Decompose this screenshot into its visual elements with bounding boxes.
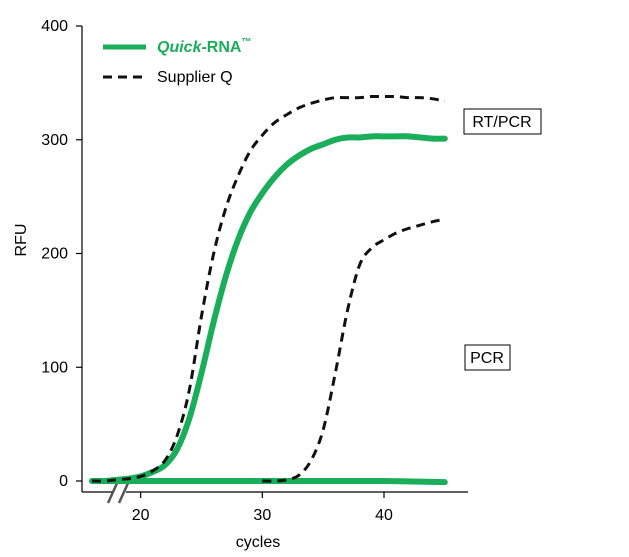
supplier-q-rt-pcr-series-line [91, 94, 446, 483]
x-axis-break-marker [106, 480, 131, 504]
annotation-box-rt-pcr [463, 108, 542, 135]
x-tick-label: 30 [253, 507, 271, 524]
legend: Quick-RNA™ Supplier Q [103, 37, 251, 86]
x-tick-label: 20 [132, 507, 150, 524]
annotation-rt-pcr: RT/PCR [472, 114, 531, 131]
legend-label-italic-part: Quick [157, 39, 203, 56]
axes: 0 100 200 300 400 20 30 40 [41, 18, 468, 524]
legend-label-quick-rna: Quick-RNA™ [157, 37, 251, 56]
y-tick-label: 0 [59, 473, 68, 490]
quick-rna-rt-pcr-series-line [89, 133, 448, 485]
y-ticks: 0 100 200 300 400 [41, 18, 82, 490]
y-tick-label: 300 [41, 132, 68, 149]
x-axis-title: cycles [236, 534, 280, 551]
x-tick-label: 40 [375, 507, 393, 524]
y-tick-label: 200 [41, 246, 68, 263]
legend-trademark: ™ [241, 37, 251, 48]
legend-label-rest-part: -RNA [201, 39, 241, 56]
series-layer [89, 94, 448, 486]
annotation-box-pcr [464, 344, 511, 371]
supplier-q-pcr-series-line [262, 217, 446, 483]
x-ticks: 20 30 40 [132, 492, 393, 524]
y-tick-label: 100 [41, 359, 68, 376]
legend-label-supplier-q: Supplier Q [157, 69, 233, 86]
y-axis-title: RFU [13, 224, 30, 257]
y-tick-label: 400 [41, 18, 68, 35]
annotations: RT/PCR PCR [463, 108, 542, 371]
annotation-pcr: PCR [470, 350, 504, 367]
